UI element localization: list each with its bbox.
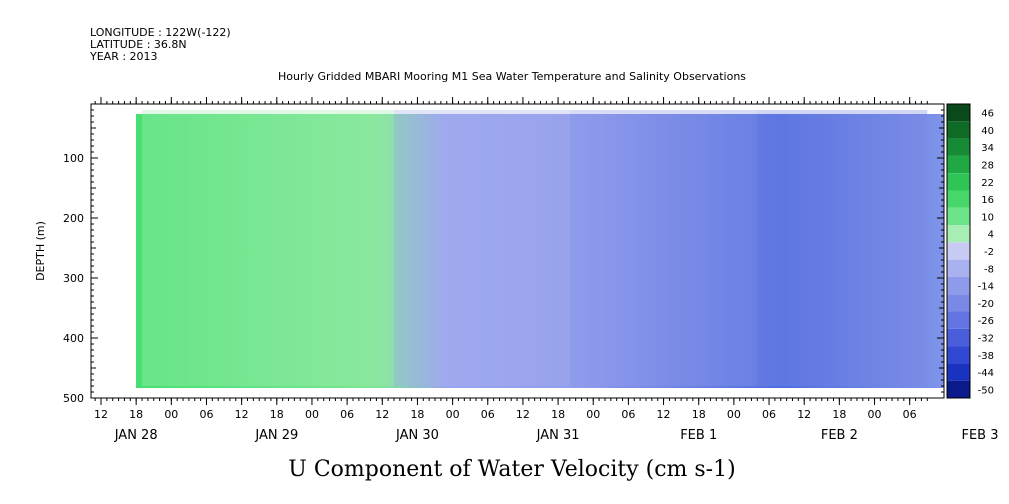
colorbar-swatch	[947, 311, 970, 329]
colorbar-label: 22	[981, 178, 994, 189]
x-tick-label: 18	[129, 408, 143, 421]
data-field	[136, 114, 944, 388]
latitude-label: LATITUDE : 36.8N	[90, 38, 187, 51]
colorbar-label: -8	[984, 264, 994, 275]
x-tick-label: 06	[762, 408, 776, 421]
colorbar-swatch	[947, 173, 970, 191]
y-axis-ticks: 100 200 300 400 500	[63, 103, 944, 405]
colorbar: 46 40 34 28 22 16 10 4 -2 -8 -14 -20 -26 -32 -38 -44 -50	[946, 103, 994, 399]
colorbar-swatch	[947, 138, 970, 156]
x-date-label: JAN 31	[536, 428, 580, 443]
region-0	[142, 110, 394, 386]
x-date-label: FEB 3	[961, 428, 998, 443]
region-3	[757, 110, 928, 386]
y-tick-label: 300	[63, 272, 84, 285]
x-tick-label: 00	[164, 408, 178, 421]
colorbar-swatch	[947, 207, 970, 226]
colorbar-label: 28	[981, 161, 994, 172]
x-date-labels: JAN 28 JAN 29 JAN 30 JAN 31 FEB 1 FEB 2 FEB 3	[114, 428, 999, 443]
colorbar-swatch	[947, 242, 970, 260]
x-date-label: JAN 28	[114, 428, 158, 443]
colorbar-label: 46	[981, 109, 994, 120]
colorbar-label: -32	[978, 333, 994, 344]
x-date-label: FEB 1	[680, 428, 717, 443]
colorbar-swatch	[947, 225, 970, 243]
x-tick-label: 12	[657, 408, 671, 421]
colorbar-label: 34	[981, 143, 994, 154]
x-tick-label: 06	[340, 408, 354, 421]
colorbar-label: -38	[978, 351, 994, 362]
x-tick-label: 06	[903, 408, 917, 421]
x-tick-label: 12	[516, 408, 530, 421]
x-tick-label: 00	[446, 408, 460, 421]
colorbar-swatch	[947, 328, 970, 347]
region-2	[569, 110, 758, 386]
colorbar-label: -20	[978, 299, 994, 310]
colorbar-swatch	[947, 363, 970, 381]
chart-title: Hourly Gridded MBARI Mooring M1 Sea Wate…	[278, 70, 746, 83]
year-label: YEAR : 2013	[89, 50, 158, 63]
plot-area: 12 18 00 06 12 18 00 06 12 18 00 06 12 18 00 06 12 18 00 06…	[63, 97, 945, 421]
longitude-label: LONGITUDE : 122W(-122)	[90, 26, 231, 39]
colorbar-label: -2	[984, 247, 994, 258]
colorbar-swatch	[947, 121, 970, 139]
data-patches	[142, 110, 928, 386]
colorbar-swatch	[947, 104, 970, 122]
x-tick-label: 18	[551, 408, 565, 421]
colorbar-frame	[946, 103, 971, 399]
x-tick-label: 00	[868, 408, 882, 421]
x-tick-label: 12	[235, 408, 249, 421]
x-tick-label: 00	[305, 408, 319, 421]
colorbar-label: 16	[981, 195, 994, 206]
colorbar-swatch	[947, 294, 970, 312]
x-tick-label: 18	[832, 408, 846, 421]
x-tick-label: 00	[586, 408, 600, 421]
y-tick-label: 200	[63, 212, 84, 225]
x-tick-label: 06	[199, 408, 213, 421]
region-1	[394, 110, 570, 386]
x-axis-ticks: 12 18 00 06 12 18 00 06 12 18 00 06 12 18 00 06 12 18 00 06…	[94, 97, 917, 421]
y-tick-label: 400	[63, 332, 84, 345]
colorbar-label: 10	[981, 212, 994, 223]
x-tick-label: 00	[727, 408, 741, 421]
colorbar-label: -44	[978, 368, 994, 379]
x-tick-label: 06	[481, 408, 495, 421]
y-tick-label: 100	[63, 152, 84, 165]
x-tick-label: 12	[94, 408, 108, 421]
x-tick-label: 18	[410, 408, 424, 421]
colorbar-swatch	[947, 276, 970, 295]
colorbar-label: 4	[988, 230, 994, 241]
x-tick-label: 12	[797, 408, 811, 421]
x-tick-label: 18	[270, 408, 284, 421]
x-date-label: JAN 30	[395, 428, 439, 443]
x-date-label: JAN 29	[254, 428, 298, 443]
colorbar-label: 40	[981, 126, 994, 137]
colorbar-swatch	[947, 155, 970, 174]
colorbar-swatch	[947, 259, 970, 277]
colorbar-label: -50	[978, 385, 994, 396]
y-axis-label: DEPTH (m)	[34, 221, 47, 281]
x-date-label: FEB 2	[821, 428, 858, 443]
colorbar-label: -14	[978, 282, 994, 293]
colorbar-label: -26	[978, 316, 994, 327]
x-axis-title: U Component of Water Velocity (cm s-1)	[288, 457, 735, 482]
colorbar-swatch	[947, 190, 970, 208]
colorbar-swatch	[947, 380, 970, 398]
x-tick-label: 06	[621, 408, 635, 421]
y-tick-label: 500	[63, 392, 84, 405]
x-tick-label: 18	[692, 408, 706, 421]
x-tick-label: 12	[375, 408, 389, 421]
colorbar-swatch	[947, 346, 970, 364]
